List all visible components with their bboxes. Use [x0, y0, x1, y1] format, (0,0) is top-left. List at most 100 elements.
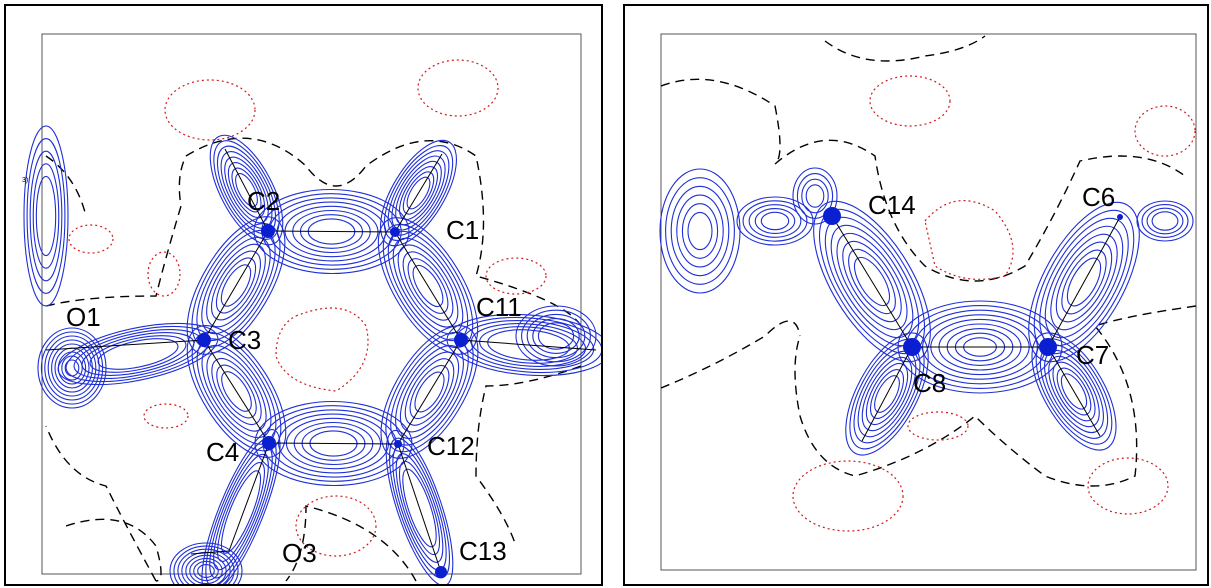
edge-density-contour — [1136, 200, 1194, 242]
negative-contour — [792, 460, 904, 532]
atom-dot — [1039, 338, 1057, 356]
bond-density-contour — [213, 140, 280, 240]
edge-density-contour — [670, 185, 730, 277]
right-atom-markers — [823, 207, 1123, 356]
negative-contour — [417, 59, 499, 117]
bond-density-contour — [380, 139, 457, 247]
edge-density-contour — [537, 322, 575, 350]
atom-density-contour — [805, 184, 825, 208]
negative-contour — [164, 79, 256, 141]
atom-label-c4: C4 — [206, 437, 239, 467]
atom-density-contour — [40, 331, 104, 405]
atom-density-contour — [181, 551, 231, 584]
atom-label-c8: C8 — [913, 368, 946, 398]
negative-contour — [275, 307, 369, 392]
atom-density-contour — [736, 196, 814, 246]
atom-density-contour — [185, 554, 227, 584]
bond-density-contour — [254, 400, 413, 487]
bond-line — [397, 339, 462, 445]
bond-density-contour — [446, 313, 601, 377]
atom-label-c11: C11 — [476, 292, 522, 322]
bond-line — [228, 442, 270, 552]
corner-mark: 3) — [22, 177, 28, 184]
atom-dot — [197, 333, 211, 347]
negative-contour — [869, 75, 951, 127]
edge-density-contour — [665, 177, 735, 285]
atom-density-contour — [61, 355, 83, 381]
edge-density-contour — [526, 313, 586, 359]
zero-contour — [824, 35, 986, 62]
edge-density-contour — [1151, 211, 1179, 231]
atom-density-contour — [754, 207, 796, 235]
negative-contour — [147, 251, 181, 297]
negative-contour — [1134, 105, 1196, 157]
bond-density-contour — [845, 332, 929, 456]
atom-density-contour — [193, 560, 219, 582]
bond-line — [861, 346, 913, 442]
atom-label-c6: C6 — [1082, 182, 1115, 212]
bond-line — [1047, 216, 1121, 348]
atom-density-contour — [44, 335, 100, 401]
atom-dot — [390, 227, 400, 237]
bond-density-contour — [385, 429, 454, 584]
bond-line — [203, 230, 269, 341]
bond-line — [397, 443, 442, 573]
bond-density-contour — [383, 144, 454, 242]
atom-density-contour — [47, 339, 97, 397]
left-contour-lines — [23, 59, 601, 584]
atom-dot — [823, 207, 841, 225]
negative-contour — [1087, 457, 1169, 515]
bond-density-contour — [97, 338, 179, 370]
bond-line — [267, 230, 396, 233]
atom-label-c14: C14 — [868, 190, 916, 220]
atom-density-contour — [177, 548, 235, 584]
bond-line — [45, 339, 205, 351]
bond-line — [1047, 346, 1101, 437]
atom-label-c13: C13 — [459, 536, 507, 566]
atom-density-contour — [801, 178, 829, 214]
atom-density-contour — [796, 173, 834, 219]
right-density-panel: C14 C6 C8 C7 — [623, 4, 1209, 586]
edge-density-contour — [681, 203, 719, 259]
atom-density-contour — [197, 564, 215, 578]
left-bond-lines — [45, 148, 597, 573]
bond-density-contour — [1031, 332, 1117, 451]
atom-dot — [903, 338, 921, 356]
bond-line — [394, 231, 462, 341]
atom-density-contour — [189, 557, 223, 584]
atom-density-contour — [64, 359, 80, 377]
right-contour-lines — [659, 35, 1197, 532]
atom-density-contour — [173, 545, 239, 584]
atom-label-c12: C12 — [427, 431, 475, 461]
atom-label-c1: C1 — [446, 215, 479, 245]
right-map-frame — [660, 33, 1197, 571]
bond-line — [224, 148, 269, 232]
atom-dot — [454, 333, 468, 347]
zero-contour — [774, 139, 1197, 487]
atom-label-c3: C3 — [228, 325, 261, 355]
bond-density-contour — [201, 429, 281, 584]
atom-dot — [262, 436, 276, 450]
negative-contour — [295, 495, 377, 557]
zero-contour — [660, 320, 801, 389]
atom-density-contour — [37, 327, 107, 409]
edge-density-contour — [676, 194, 724, 268]
edge-density-contour — [32, 163, 60, 269]
negative-contour — [907, 411, 969, 441]
bond-density-contour — [220, 470, 262, 554]
atom-label-o1: O1 — [66, 302, 101, 332]
edge-density-contour — [23, 125, 69, 307]
negative-contour — [485, 257, 547, 295]
left-contour-map: 3) C2 C1 O1 C3 C11 C4 C12 O3 C13 — [22, 33, 601, 584]
bond-line — [190, 550, 230, 555]
atom-label-c2: C2 — [247, 186, 280, 216]
atom-density-contour — [742, 200, 808, 242]
edge-density-contour — [1146, 207, 1184, 235]
bond-density-contour — [1028, 201, 1140, 363]
atom-density-contour — [748, 204, 802, 238]
atom-dot — [394, 440, 402, 448]
bond-line — [203, 339, 270, 444]
edge-density-contour — [515, 305, 597, 367]
atom-label-c7: C7 — [1076, 340, 1109, 370]
atom-density-contour — [57, 351, 87, 385]
